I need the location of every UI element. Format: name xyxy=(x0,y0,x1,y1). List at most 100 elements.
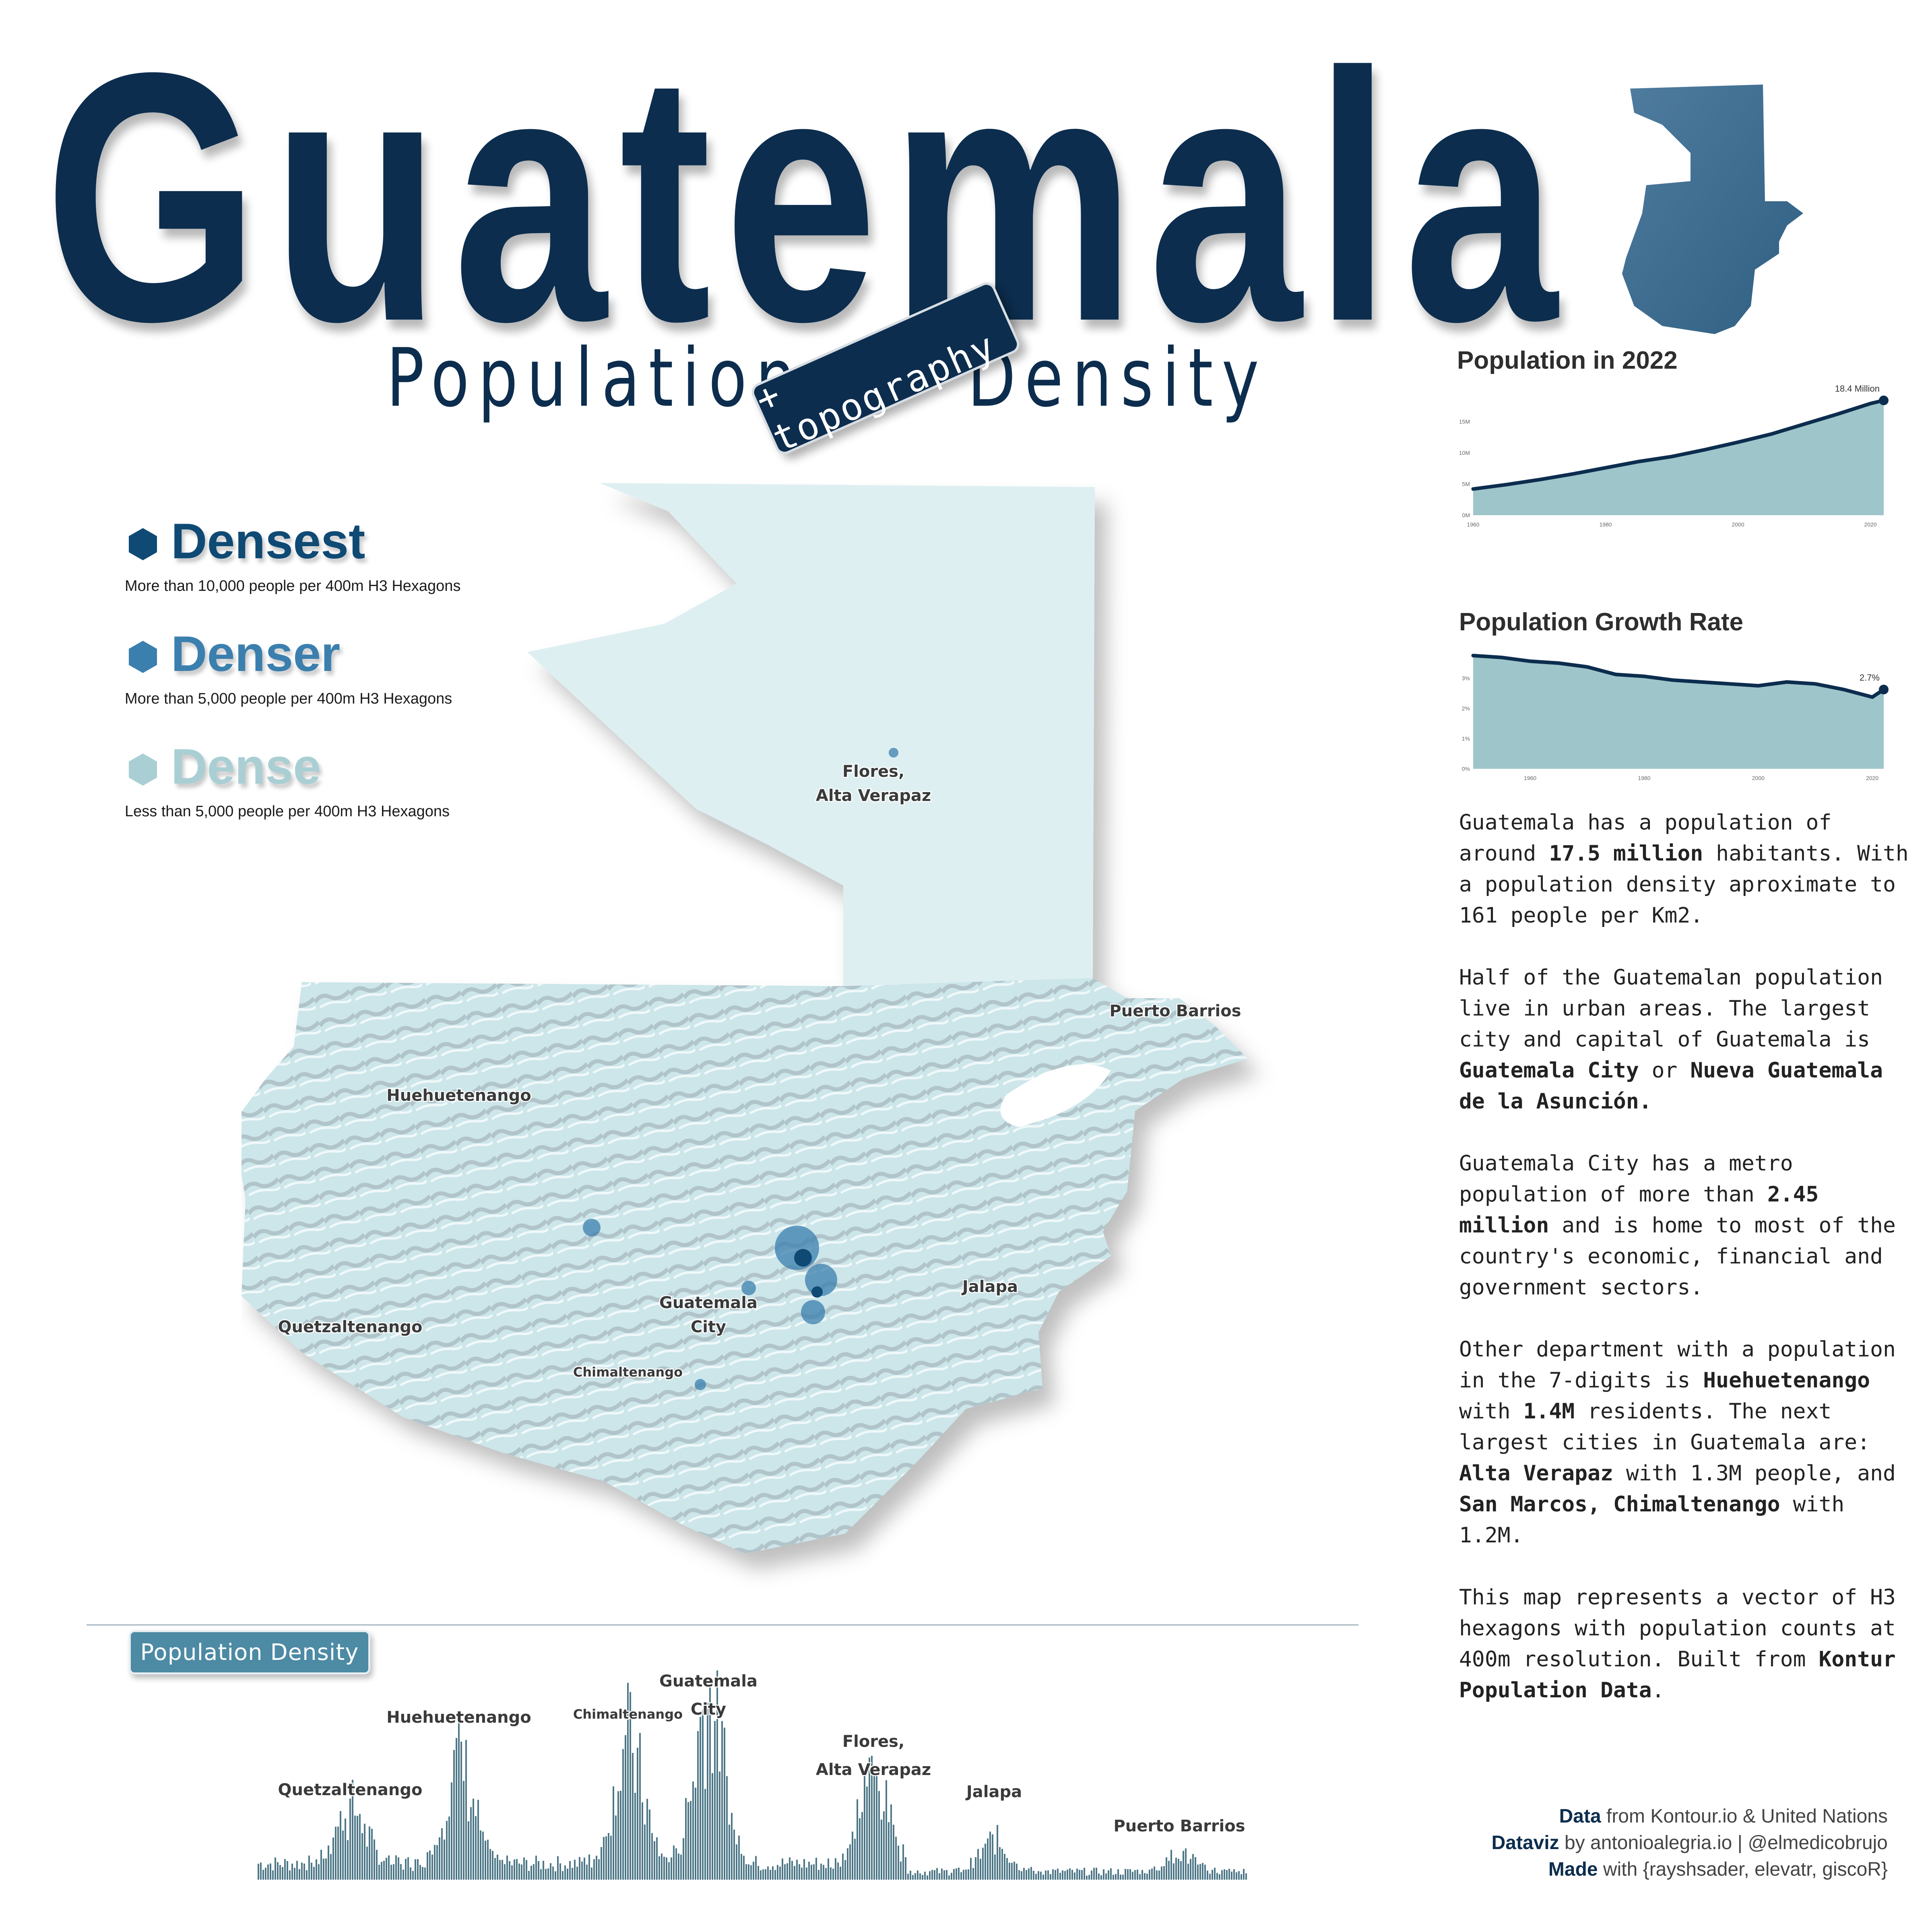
profile-bar xyxy=(837,1862,839,1880)
legend-dense-description: Less than 5,000 people per 400m H3 Hexag… xyxy=(125,803,450,820)
profile-bar xyxy=(893,1825,894,1880)
profile-bar xyxy=(685,1798,687,1880)
credits-data-line: Data from Kontour.io & United Nations xyxy=(1559,1806,1888,1827)
profile-bar xyxy=(313,1867,315,1880)
profile-bar xyxy=(678,1854,679,1880)
profile-bar xyxy=(813,1864,815,1880)
profile-bar xyxy=(1050,1874,1051,1880)
profile-bar xyxy=(1091,1870,1092,1880)
profile-bar xyxy=(415,1859,416,1880)
profile-bar xyxy=(695,1788,696,1880)
profile-bar xyxy=(509,1861,510,1880)
profile-bar xyxy=(557,1856,559,1880)
profile-bar xyxy=(473,1798,474,1880)
y-tick-label: 0M xyxy=(1462,512,1470,518)
profile-bar xyxy=(970,1858,972,1880)
map-label-chimaltenango: Chimaltenango xyxy=(573,1364,683,1380)
map-label-quetzaltenango: Quetzaltenango xyxy=(278,1318,422,1336)
profile-bar xyxy=(1207,1870,1208,1880)
profile-bar xyxy=(424,1867,426,1880)
profile-bar xyxy=(741,1854,742,1880)
profile-bar xyxy=(922,1875,923,1880)
data-label: 2.7% xyxy=(1860,673,1880,683)
profile-bar xyxy=(1216,1873,1218,1880)
description-paragraph: This map represents a vector of H3 hexag… xyxy=(1459,1585,1896,1703)
legend-dense-label: Dense xyxy=(171,739,321,795)
profile-bar xyxy=(832,1868,834,1880)
profile-label-quetzaltenango: Quetzaltenango xyxy=(278,1781,422,1799)
profile-bar xyxy=(1238,1871,1240,1880)
profile-bar xyxy=(535,1856,537,1880)
profile-bar xyxy=(1190,1859,1191,1880)
profile-bar xyxy=(301,1862,303,1880)
profile-bar xyxy=(458,1717,460,1880)
profile-bar xyxy=(941,1868,943,1880)
subtitle-left: Population xyxy=(386,331,805,425)
profile-bar xyxy=(806,1867,807,1880)
profile-bar xyxy=(953,1869,955,1880)
profile-bar xyxy=(1042,1874,1044,1880)
profile-bar xyxy=(639,1733,641,1880)
profile-bar xyxy=(538,1861,539,1880)
profile-bar xyxy=(1071,1870,1073,1880)
description-paragraph: Half of the Guatemalan population live i… xyxy=(1459,965,1883,1114)
profile-bar xyxy=(997,1825,998,1880)
profile-bar xyxy=(398,1857,399,1880)
profile-bar xyxy=(876,1767,877,1880)
growth-chart-title: Population Growth Rate xyxy=(1459,608,1744,636)
profile-bar xyxy=(497,1854,498,1880)
profile-bar xyxy=(1202,1863,1203,1880)
x-tick-label: 1960 xyxy=(1467,521,1479,528)
profile-bar xyxy=(1009,1862,1010,1880)
profile-bar xyxy=(1163,1866,1165,1880)
profile-bar xyxy=(477,1800,479,1880)
credits: Data from Kontour.io & United Nations Da… xyxy=(1368,1803,1888,1884)
y-tick-label: 15M xyxy=(1459,419,1470,425)
profile-bar xyxy=(661,1854,663,1880)
legend-denser: Denser More than 5,000 people per 400m H… xyxy=(125,624,568,729)
y-tick-label: 5M xyxy=(1462,481,1470,487)
profile-bar xyxy=(378,1864,380,1880)
profile-bar xyxy=(598,1859,600,1880)
profile-bar xyxy=(567,1868,568,1880)
profile-bar xyxy=(581,1861,583,1880)
profile-bar xyxy=(1057,1868,1059,1880)
profile-bar xyxy=(784,1864,786,1880)
profile-bar xyxy=(347,1840,349,1880)
y-tick-label: 10M xyxy=(1459,450,1470,456)
profile-bar xyxy=(1122,1874,1124,1880)
profile-bar xyxy=(504,1864,506,1880)
legend-denser-label: Denser xyxy=(171,626,341,682)
profile-bar xyxy=(489,1849,491,1880)
profile-bar xyxy=(279,1865,281,1880)
profile-bar xyxy=(668,1862,670,1880)
profile-bar xyxy=(731,1812,733,1880)
profile-bar xyxy=(1228,1868,1230,1880)
profile-bar xyxy=(470,1807,472,1880)
profile-bar xyxy=(791,1861,793,1880)
profile-bar xyxy=(511,1865,513,1880)
profile-bar xyxy=(591,1867,592,1880)
profile-bar xyxy=(601,1847,602,1880)
profile-bar xyxy=(262,1870,264,1880)
profile-bar xyxy=(958,1867,960,1880)
profile-bar xyxy=(1156,1870,1158,1880)
description-paragraph: Other department with a population in th… xyxy=(1459,1337,1896,1548)
profile-bar xyxy=(393,1864,394,1880)
profile-label-chimaltenango: Chimaltenango xyxy=(573,1707,683,1722)
profile-bar xyxy=(340,1811,341,1880)
profile-bar xyxy=(1105,1873,1107,1880)
profile-bar xyxy=(721,1721,723,1880)
profile-bar xyxy=(1074,1872,1075,1880)
profile-bar xyxy=(349,1798,351,1880)
profile-bar xyxy=(823,1865,824,1880)
profile-bar xyxy=(968,1869,969,1880)
hexagon-icon xyxy=(129,528,157,560)
profile-bar xyxy=(1004,1854,1005,1880)
profile-bar xyxy=(951,1872,952,1880)
profile-bar xyxy=(579,1857,580,1880)
profile-bar xyxy=(593,1859,595,1880)
profile-bar xyxy=(854,1839,856,1880)
profile-bar xyxy=(1113,1875,1114,1880)
profile-bar xyxy=(1219,1874,1220,1880)
